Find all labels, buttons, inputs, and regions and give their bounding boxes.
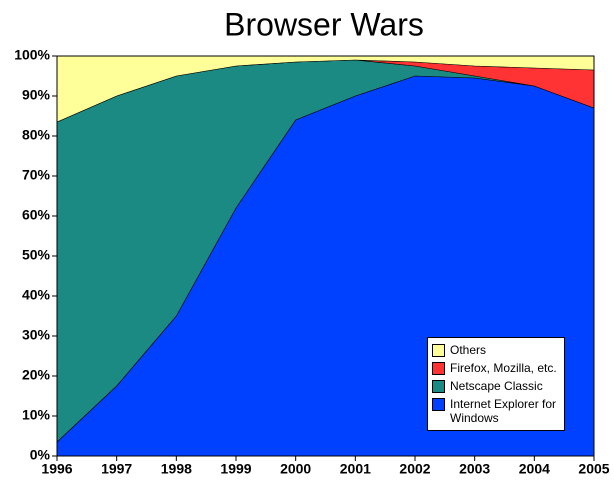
y-tick-label: 20% xyxy=(22,367,51,383)
legend-swatch xyxy=(432,344,445,357)
x-tick-label: 2002 xyxy=(399,461,430,477)
x-tick-label: 2003 xyxy=(459,461,490,477)
x-tick-label: 2001 xyxy=(340,461,371,477)
legend-label: Internet Explorer for Windows xyxy=(450,397,557,425)
x-tick-label: 2004 xyxy=(519,461,550,477)
legend-item: Internet Explorer for Windows xyxy=(428,395,564,427)
legend: Others Firefox, Mozilla, etc. Netscape Cla… xyxy=(427,337,565,431)
y-tick-label: 90% xyxy=(22,87,51,103)
y-tick-label: 40% xyxy=(22,287,51,303)
legend-item: Firefox, Mozilla, etc. xyxy=(428,359,564,377)
legend-label: Firefox, Mozilla, etc. xyxy=(450,361,557,375)
x-tick-label: 1996 xyxy=(41,461,72,477)
x-tick-label: 1997 xyxy=(101,461,132,477)
legend-item: Netscape Classic xyxy=(428,377,564,395)
legend-item: Others xyxy=(428,341,564,359)
y-tick-label: 80% xyxy=(22,127,51,143)
legend-label: Netscape Classic xyxy=(450,379,543,393)
y-tick-label: 30% xyxy=(22,327,51,343)
y-tick-label: 0% xyxy=(30,447,51,463)
legend-swatch xyxy=(432,398,445,411)
x-tick-label: 2005 xyxy=(578,461,609,477)
y-tick-label: 50% xyxy=(22,247,51,263)
x-tick-label: 2000 xyxy=(280,461,311,477)
y-tick-label: 70% xyxy=(22,167,51,183)
legend-swatch xyxy=(432,380,445,393)
chart-title: Browser Wars xyxy=(224,6,424,42)
legend-swatch xyxy=(432,362,445,375)
y-tick-label: 10% xyxy=(22,407,51,423)
x-tick-label: 1999 xyxy=(220,461,251,477)
x-tick-label: 1998 xyxy=(161,461,192,477)
y-tick-label: 100% xyxy=(14,47,50,63)
legend-label: Others xyxy=(450,343,487,357)
y-tick-label: 60% xyxy=(22,207,51,223)
